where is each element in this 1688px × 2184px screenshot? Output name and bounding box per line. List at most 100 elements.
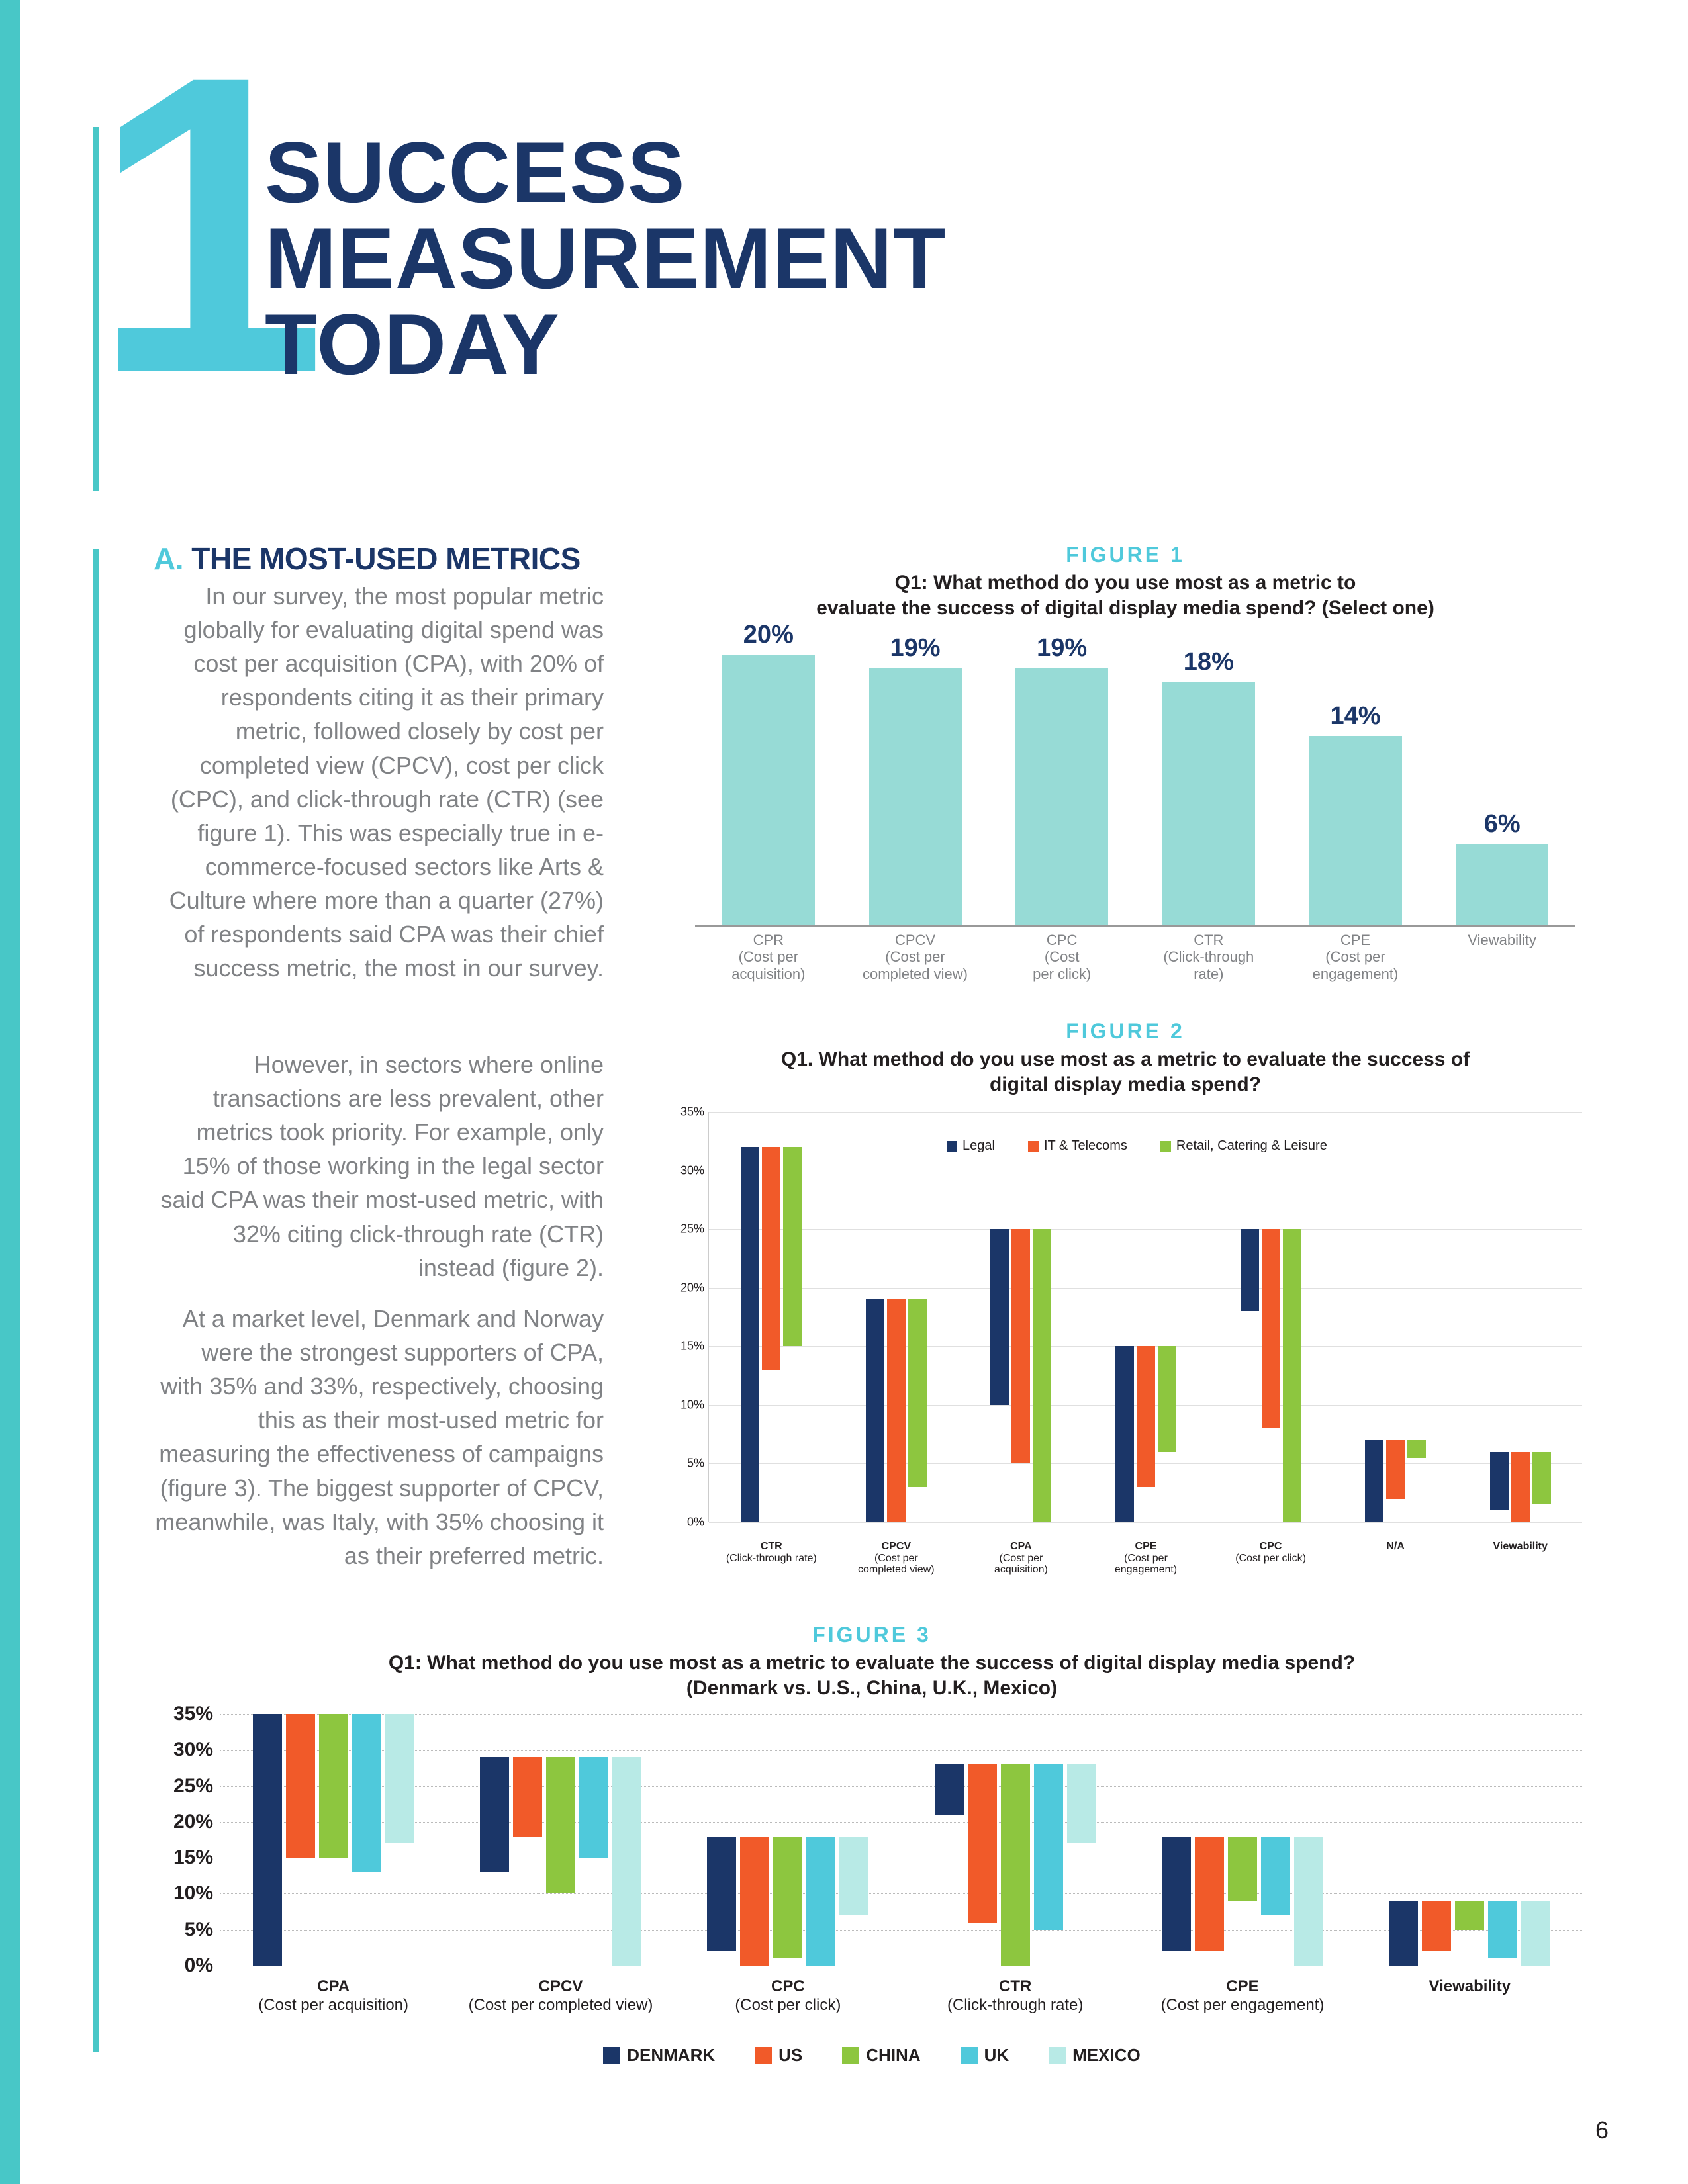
figure2-bar bbox=[783, 1147, 802, 1346]
figure2-label: FIGURE 2 bbox=[662, 1019, 1589, 1044]
figure3-question: Q1: What method do you use most as a met… bbox=[154, 1651, 1590, 1700]
title-line-2: MEASUREMENT bbox=[265, 215, 946, 301]
figure1-bar bbox=[1015, 668, 1108, 925]
figure1-bar bbox=[1162, 682, 1255, 925]
figure2-bar bbox=[887, 1299, 906, 1522]
figure3-bar bbox=[286, 1714, 315, 1858]
figure2-y-label: 5% bbox=[673, 1457, 704, 1471]
figure1-category-label: CPE(Cost perengagement) bbox=[1289, 932, 1422, 982]
figure1-category-label: CPCV(Cost percompleted view) bbox=[849, 932, 982, 982]
body-paragraph-2: However, in sectors where online transac… bbox=[154, 1048, 604, 1285]
figure3-category-label: CPE(Cost per engagement) bbox=[1140, 1978, 1345, 2014]
figure3-y-label: 5% bbox=[157, 1919, 213, 1941]
figure2-gridline bbox=[709, 1229, 1582, 1230]
figure2-bar bbox=[1532, 1452, 1551, 1505]
figure3-legend-item: CHINA bbox=[842, 2045, 920, 2066]
figure3-bar bbox=[968, 1764, 997, 1923]
figure3-bar bbox=[612, 1757, 641, 1966]
figure2-bar bbox=[1115, 1346, 1134, 1522]
figure2-bar bbox=[762, 1147, 780, 1370]
figure3-y-label: 10% bbox=[157, 1882, 213, 1905]
page-number: 6 bbox=[1595, 2116, 1609, 2144]
figure2-bar bbox=[1033, 1229, 1051, 1522]
figure2-y-label: 35% bbox=[673, 1105, 704, 1119]
figure2-category-label: CPE(Cost perengagement) bbox=[1093, 1541, 1199, 1576]
figure2-bar bbox=[1283, 1229, 1301, 1522]
figure2-bar bbox=[1262, 1229, 1280, 1428]
figure3-chart: 0%5%10%15%20%25%30%35%CPA(Cost per acqui… bbox=[154, 1707, 1590, 2038]
figure3-bar bbox=[1521, 1901, 1550, 1966]
figure2-bar-group bbox=[866, 1299, 927, 1522]
figure3-bar bbox=[1001, 1764, 1030, 1966]
figure2-category-label: CPC(Cost per click) bbox=[1218, 1541, 1324, 1564]
body-paragraph-1: In our survey, the most popular metric g… bbox=[154, 579, 604, 985]
figure3-bar bbox=[1455, 1901, 1484, 1929]
figure2-plot-area: 0%5%10%15%20%25%30%35%CTR(Click-through … bbox=[708, 1112, 1582, 1522]
figure3-bar bbox=[513, 1757, 542, 1836]
figure3-bar-group bbox=[253, 1714, 414, 1966]
figure2-chart: 0%5%10%15%20%25%30%35%CTR(Click-through … bbox=[662, 1099, 1589, 1575]
figure3-bar bbox=[1228, 1837, 1257, 1901]
figure2-legend-item: IT & Telecoms bbox=[1028, 1138, 1127, 1154]
figure3-category-label: CPC(Cost per click) bbox=[685, 1978, 890, 2014]
figure3-bar-group bbox=[480, 1757, 641, 1966]
figure3-y-label: 35% bbox=[157, 1703, 213, 1725]
figure3-legend-item: US bbox=[755, 2045, 802, 2066]
figure2-bar-group bbox=[741, 1147, 802, 1522]
figure2-gridline bbox=[709, 1288, 1582, 1289]
figure3-label: FIGURE 3 bbox=[154, 1623, 1590, 1647]
figure3-bar bbox=[480, 1757, 509, 1872]
figure3-bar bbox=[935, 1764, 964, 1815]
figure2-bar bbox=[1490, 1452, 1509, 1511]
figure3-bar bbox=[707, 1837, 736, 1952]
figure1-bar bbox=[1456, 844, 1548, 925]
figure3-bar bbox=[253, 1714, 282, 1966]
figure1-bar bbox=[1309, 736, 1402, 925]
figure2-bar-group bbox=[1241, 1229, 1301, 1522]
figure1-category-label: CPR(Cost peracquisition) bbox=[702, 932, 835, 982]
figure2-y-label: 15% bbox=[673, 1340, 704, 1353]
figure3-gridline bbox=[220, 1930, 1583, 1931]
figure3-bar bbox=[740, 1837, 769, 1966]
figure3-category-label: CPCV(Cost per completed view) bbox=[458, 1978, 663, 2014]
figure3-bar-group bbox=[707, 1837, 868, 1966]
figure2-bar bbox=[1365, 1440, 1383, 1522]
title-line-1: SUCCESS bbox=[265, 129, 946, 215]
figure3-bar bbox=[839, 1837, 868, 1915]
figure3-bar bbox=[1389, 1901, 1418, 1966]
figure2-bar bbox=[741, 1147, 759, 1522]
figure1-value-label: 19% bbox=[869, 634, 962, 662]
figure3-bar bbox=[352, 1714, 381, 1872]
body-paragraph-3: At a market level, Denmark and Norway we… bbox=[154, 1302, 604, 1572]
figure3-plot-area: 0%5%10%15%20%25%30%35%CPA(Cost per acqui… bbox=[220, 1714, 1583, 1966]
figure3-bar bbox=[1294, 1837, 1323, 1966]
figure3-legend: DENMARKUSCHINAUKMEXICO bbox=[154, 2045, 1590, 2066]
figure2-gridline bbox=[709, 1522, 1582, 1523]
figure1-label: FIGURE 1 bbox=[662, 543, 1589, 567]
figure2-bar bbox=[866, 1299, 884, 1522]
figure3-y-label: 30% bbox=[157, 1739, 213, 1761]
figure2-bar-group bbox=[1365, 1440, 1426, 1522]
figure3-category-label: Viewability bbox=[1367, 1978, 1572, 1996]
figure2-bar bbox=[908, 1299, 927, 1486]
figure3-gridline bbox=[220, 1714, 1583, 1715]
figure3-y-label: 20% bbox=[157, 1811, 213, 1833]
figure3-legend-item: DENMARK bbox=[603, 2045, 715, 2066]
figure2-bar-group bbox=[990, 1229, 1051, 1522]
figure3-legend-item: UK bbox=[961, 2045, 1009, 2066]
figure2-category-label: CPCV(Cost percompleted view) bbox=[843, 1541, 949, 1576]
figure2-category-label: CTR(Click-through rate) bbox=[718, 1541, 824, 1564]
figure2-legend-item: Legal bbox=[947, 1138, 995, 1154]
figure3-category-label: CPA(Cost per acquisition) bbox=[231, 1978, 436, 2014]
figure2-bar bbox=[1386, 1440, 1405, 1499]
figure3-category-label: CTR(Click-through rate) bbox=[913, 1978, 1118, 2014]
figure2-bar bbox=[1137, 1346, 1155, 1487]
section-letter: A. bbox=[154, 541, 183, 576]
figure1-value-label: 6% bbox=[1456, 810, 1548, 839]
figure1-chart: 20%CPR(Cost peracquisition)19%CPCV(Cost … bbox=[662, 629, 1589, 986]
figure2-category-label: Viewability bbox=[1468, 1541, 1573, 1553]
title-line-3: TODAY bbox=[265, 301, 946, 387]
figure1-category-label: CTR(Click-throughrate) bbox=[1143, 932, 1275, 982]
figure3-bar bbox=[806, 1837, 835, 1966]
figure3-bar bbox=[1034, 1764, 1063, 1930]
